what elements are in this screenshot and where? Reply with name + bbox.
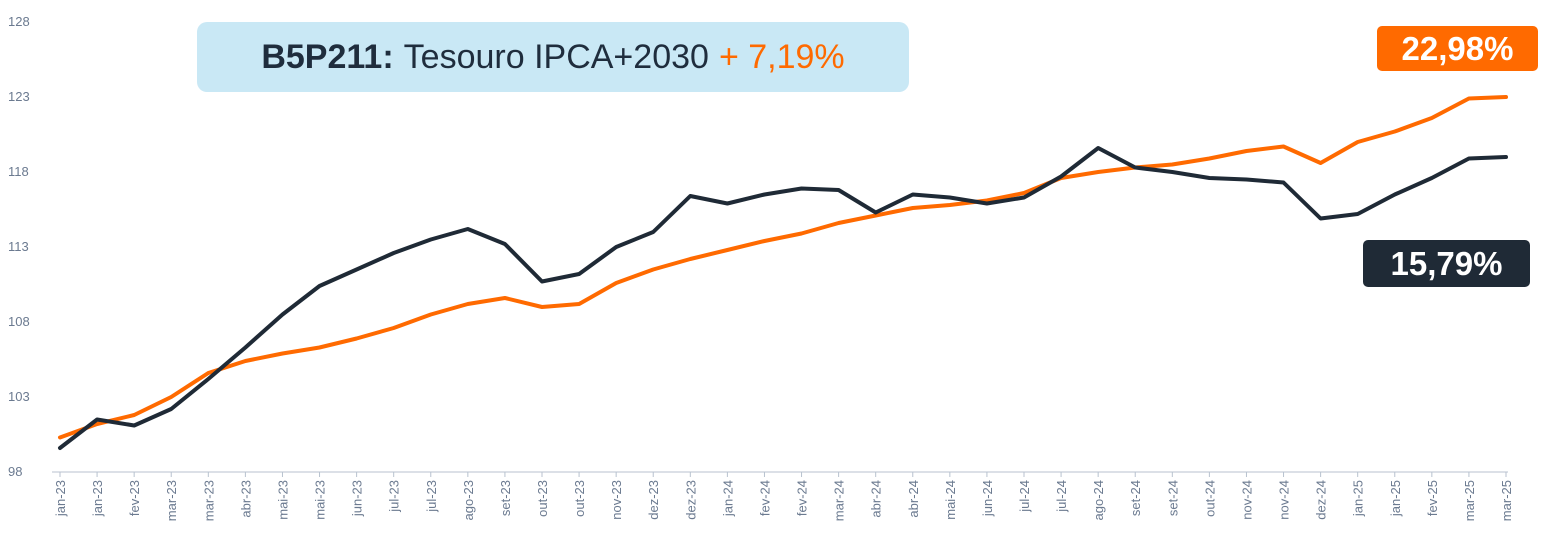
x-tick-label: out-23 xyxy=(535,480,550,517)
x-tick-label: abr-23 xyxy=(238,480,253,518)
x-tick-label: dez-24 xyxy=(1314,480,1329,520)
x-tick-label: mar-24 xyxy=(832,480,847,521)
x-tick-label: out-24 xyxy=(1202,480,1217,517)
y-axis: 98 103 108 113 118 123 128 xyxy=(8,14,30,479)
x-tick-label: jul-23 xyxy=(424,480,439,513)
y-tick-label: 113 xyxy=(8,239,29,254)
x-tick-label: fev-25 xyxy=(1425,480,1440,516)
x-tick-label: mar-23 xyxy=(164,480,179,521)
orange-series-line xyxy=(58,95,1508,440)
series-layer xyxy=(58,95,1508,450)
x-tick-label: jan-25 xyxy=(1388,480,1403,517)
y-tick-label: 108 xyxy=(8,314,30,329)
x-axis: jan-23 jan-23 fev-23 mar-23 mar-23 abr-23 mai-… xyxy=(53,472,1514,521)
title-code: B5P211: xyxy=(261,37,394,76)
x-tick-label: mai-24 xyxy=(943,480,958,520)
x-tick-label: ago-23 xyxy=(461,480,476,520)
x-tick-label: set-23 xyxy=(498,480,513,516)
x-tick-label: fev-23 xyxy=(127,480,142,516)
title-rate: + 7,19% xyxy=(718,37,845,76)
x-tick-label: mai-23 xyxy=(275,480,290,520)
x-tick-label: jul-24 xyxy=(1017,480,1032,513)
chart-title-box: B5P211: Tesouro IPCA+2030 + 7,19% xyxy=(197,22,909,92)
y-tick-label: 128 xyxy=(8,14,30,29)
x-tick-label: set-24 xyxy=(1128,480,1143,516)
x-tick-label: jan-23 xyxy=(53,480,68,517)
x-tick-label: jul-24 xyxy=(1054,480,1069,513)
title-name: Tesouro IPCA+2030 xyxy=(403,37,709,76)
x-tick-label: mar-25 xyxy=(1462,480,1477,521)
y-tick-label: 103 xyxy=(8,389,30,404)
y-tick-label: 98 xyxy=(8,464,22,479)
x-tick-label: jan-23 xyxy=(90,480,105,517)
x-tick-label: fev-24 xyxy=(757,480,772,516)
x-tick-label: jun-24 xyxy=(980,480,995,517)
y-tick-label: 123 xyxy=(8,89,30,104)
x-tick-label: dez-23 xyxy=(646,480,661,520)
x-tick-label: out-23 xyxy=(572,480,587,517)
y-tick-label: 118 xyxy=(8,164,29,179)
x-tick-label: mar-23 xyxy=(201,480,216,521)
x-tick-label: jan-24 xyxy=(720,480,735,517)
x-tick-label: nov-24 xyxy=(1277,480,1292,520)
x-tick-label: nov-24 xyxy=(1239,480,1254,520)
x-tick-label: jul-23 xyxy=(387,480,402,513)
x-tick-label: nov-23 xyxy=(609,480,624,520)
x-tick-label: fev-24 xyxy=(795,480,810,516)
x-tick-label: mai-23 xyxy=(313,480,328,520)
x-tick-label: jun-23 xyxy=(350,480,365,517)
x-tick-label: set-24 xyxy=(1165,480,1180,516)
x-tick-label: ago-24 xyxy=(1091,480,1106,520)
x-tick-label: dez-23 xyxy=(683,480,698,520)
orange-series-end-badge: 22,98% xyxy=(1377,26,1538,71)
x-tick-label: jan-25 xyxy=(1351,480,1366,517)
x-tick-label: abr-24 xyxy=(906,480,921,518)
dark-series-line xyxy=(58,146,1508,450)
dark-series-end-badge: 15,79% xyxy=(1363,240,1530,287)
x-tick-label: abr-24 xyxy=(869,480,884,518)
x-tick-label: mar-25 xyxy=(1499,480,1514,521)
